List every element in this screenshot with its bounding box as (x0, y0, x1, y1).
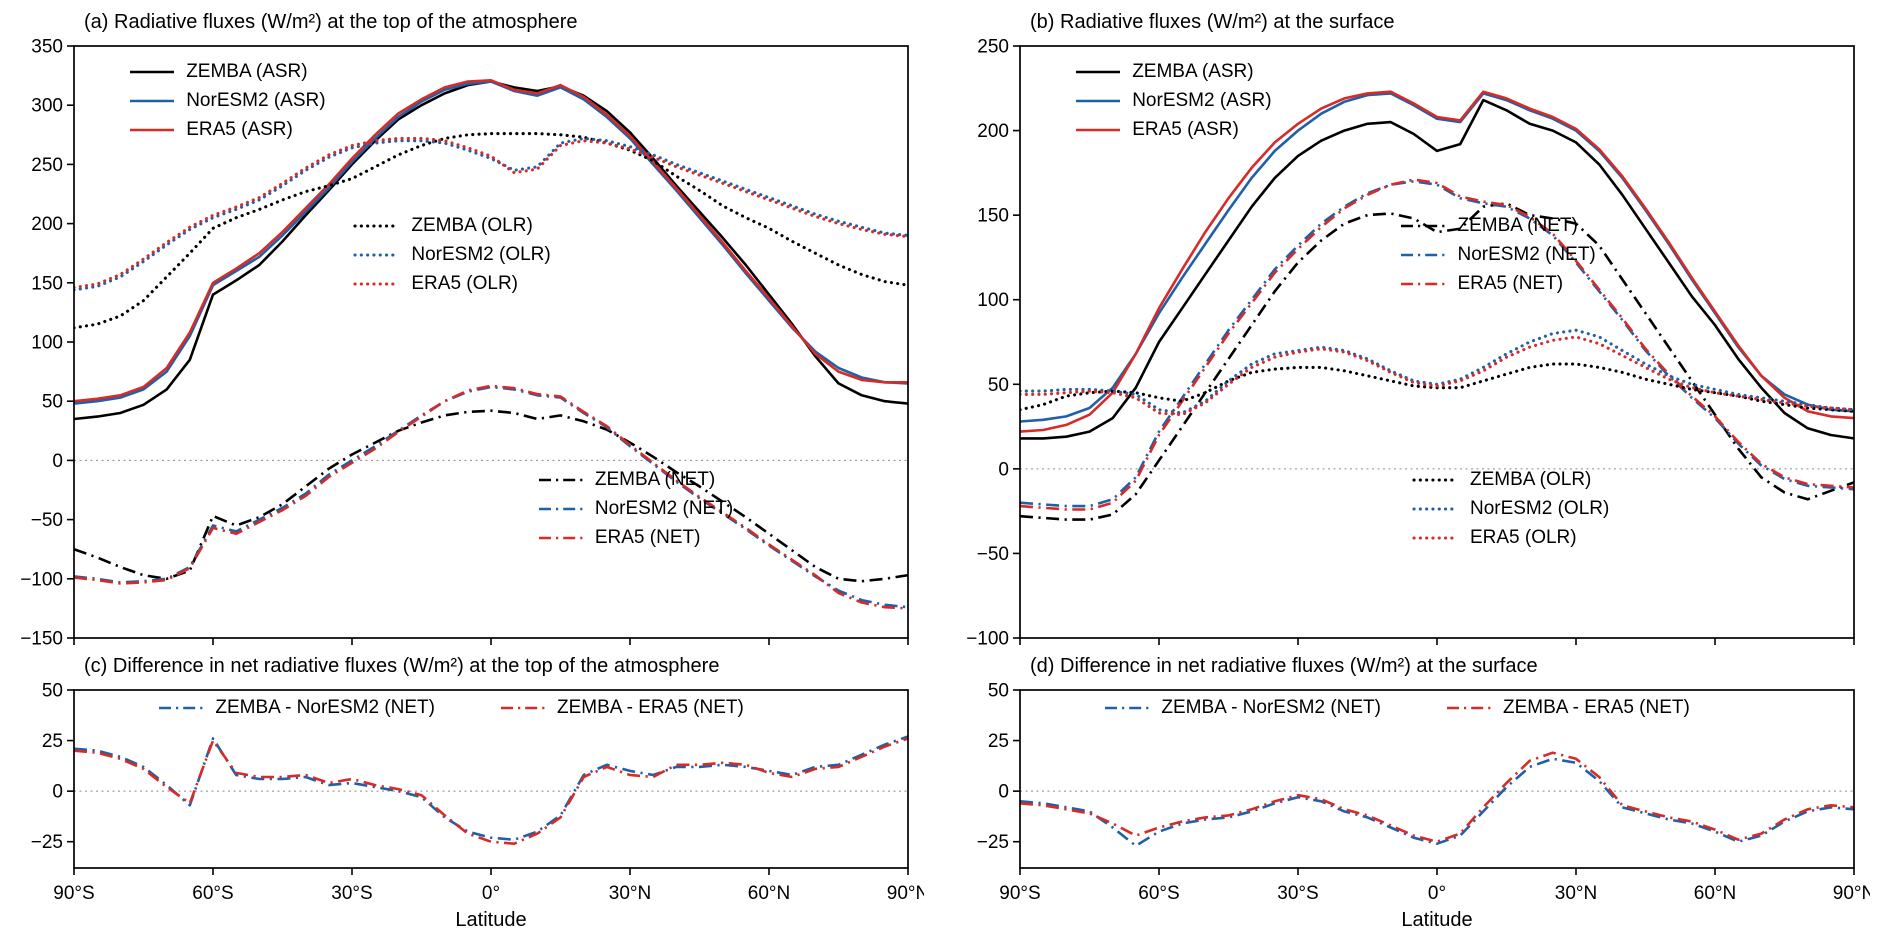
series-line-era5-net (1020, 178, 1854, 511)
series-line-noresm2-olr (1020, 328, 1854, 415)
panel-b-plot: 250 200 150 100 50 0 −50 −100 (966, 38, 1855, 650)
y-tick-label: 50 (988, 375, 1009, 396)
series-line-era5-olr (74, 136, 908, 290)
y-tick-label: 150 (977, 206, 1009, 227)
panel-b: (b) Radiative fluxes (W/m²) at the surfa… (946, 6, 1892, 650)
series-line-zemba-olr (74, 132, 908, 330)
y-tick-label: 0 (52, 451, 63, 472)
x-tick-label: 90°S (53, 883, 94, 904)
left-column: (a) Radiative fluxes (W/m²) at the top o… (0, 6, 946, 934)
x-tick-label: 30°S (331, 883, 372, 904)
y-tick-label: 50 (42, 392, 63, 413)
x-tick-label: 60°S (192, 883, 233, 904)
right-column: (b) Radiative fluxes (W/m²) at the surfa… (946, 0, 1892, 946)
panel-d: (d) Difference in net radiative fluxes (… (946, 650, 1892, 934)
series-line-zemba-era5-net (74, 737, 908, 845)
y-tick-label: −100 (966, 629, 1009, 650)
series-line-noresm2-asr (1020, 92, 1854, 423)
y-tick-label: −25 (977, 832, 1009, 853)
y-tick-label: −100 (20, 569, 63, 590)
x-tick-label: 30°N (1555, 883, 1597, 904)
y-tick-label: 250 (977, 38, 1009, 58)
series-line-zemba-net (74, 409, 908, 583)
y-tick-label: 250 (31, 155, 63, 176)
panel-b-title: (b) Radiative fluxes (W/m²) at the surfa… (1030, 11, 1395, 33)
x-tick-label: 90°S (999, 883, 1040, 904)
series-line-noresm2-net (74, 385, 908, 609)
y-tick-label: −25 (31, 832, 63, 853)
series-line-zemba-noresm2-net (74, 735, 908, 841)
y-tick-label: 0 (998, 782, 1009, 803)
series-line-noresm2-net (1020, 180, 1854, 508)
x-tick-label: 60°N (748, 883, 790, 904)
series-line-era5-net (74, 384, 908, 610)
series-line-zemba-olr (1020, 362, 1854, 413)
y-tick-label: 150 (31, 273, 63, 294)
y-tick-label: 200 (977, 121, 1009, 142)
x-tick-label: 90°N (887, 883, 924, 904)
y-tick-label: 25 (988, 731, 1009, 752)
series-line-zemba-asr (74, 80, 908, 421)
panel-d-plot-wrap: 50 25 0 −25 90°S 60°S 30°S 0° 30°N 60°N 90°N Latitu… (958, 682, 1892, 934)
series-line-zemba-net (1020, 202, 1854, 521)
y-tick-label: 0 (52, 782, 63, 803)
x-tick-label: 90°N (1833, 883, 1870, 904)
panel-a-title: (a) Radiative fluxes (W/m²) at the top o… (84, 11, 578, 33)
panel-d-title: (d) Difference in net radiative fluxes (… (1030, 655, 1538, 677)
panel-c: (c) Difference in net radiative fluxes (… (0, 650, 946, 934)
y-tick-label: 100 (31, 333, 63, 354)
y-tick-label: 50 (988, 682, 1009, 702)
x-tick-label: 30°N (609, 883, 651, 904)
x-axis-label: Latitude (455, 909, 526, 931)
y-tick-label: −150 (20, 629, 63, 650)
panel-b-plot-wrap: 250 200 150 100 50 0 −50 −100 ZEMBA (ASR) NorESM… (958, 38, 1892, 650)
panel-a: (a) Radiative fluxes (W/m²) at the top o… (0, 6, 946, 650)
y-tick-label: 300 (31, 96, 63, 117)
y-tick-label: 0 (998, 459, 1009, 480)
y-tick-label: 25 (42, 731, 63, 752)
y-tick-label: −50 (977, 544, 1009, 565)
panel-c-plot: 50 25 0 −25 90°S 60°S 30°S 0° 30°N 60°N 90°N Latitu… (31, 682, 924, 931)
series-line-zemba-asr (1020, 98, 1854, 440)
series-line-era5-olr (1020, 335, 1854, 417)
series-line-noresm2-olr (74, 136, 908, 292)
panel-a-plot: 350 300 250 200 150 100 50 0 −50 −100 −150 (20, 38, 909, 650)
x-tick-label: 60°S (1138, 883, 1179, 904)
y-tick-label: −50 (31, 510, 63, 531)
x-tick-label: 0° (1428, 883, 1446, 904)
panel-d-plot: 50 25 0 −25 90°S 60°S 30°S 0° 30°N 60°N 90°N Latitu… (977, 682, 1870, 931)
x-tick-label: 60°N (1694, 883, 1736, 904)
x-tick-label: 0° (482, 883, 500, 904)
panel-a-plot-wrap: 350 300 250 200 150 100 50 0 −50 −100 −150 ZEMBA (… (12, 38, 946, 650)
series-line-zemba-noresm2-net (1020, 757, 1854, 848)
x-tick-label: 30°S (1277, 883, 1318, 904)
y-tick-label: 200 (31, 214, 63, 235)
y-tick-label: 350 (31, 38, 63, 58)
series-line-era5-asr (74, 79, 908, 403)
series-line-zemba-era5-net (1020, 751, 1854, 843)
y-tick-label: 50 (42, 682, 63, 702)
x-axis-label: Latitude (1401, 909, 1472, 931)
series-line-era5-asr (1020, 90, 1854, 433)
plot-frame (1019, 45, 1855, 639)
y-tick-label: 100 (977, 290, 1009, 311)
panel-c-title: (c) Difference in net radiative fluxes (… (84, 655, 720, 677)
panel-c-plot-wrap: 50 25 0 −25 90°S 60°S 30°S 0° 30°N 60°N 90°N Latitu… (12, 682, 946, 934)
